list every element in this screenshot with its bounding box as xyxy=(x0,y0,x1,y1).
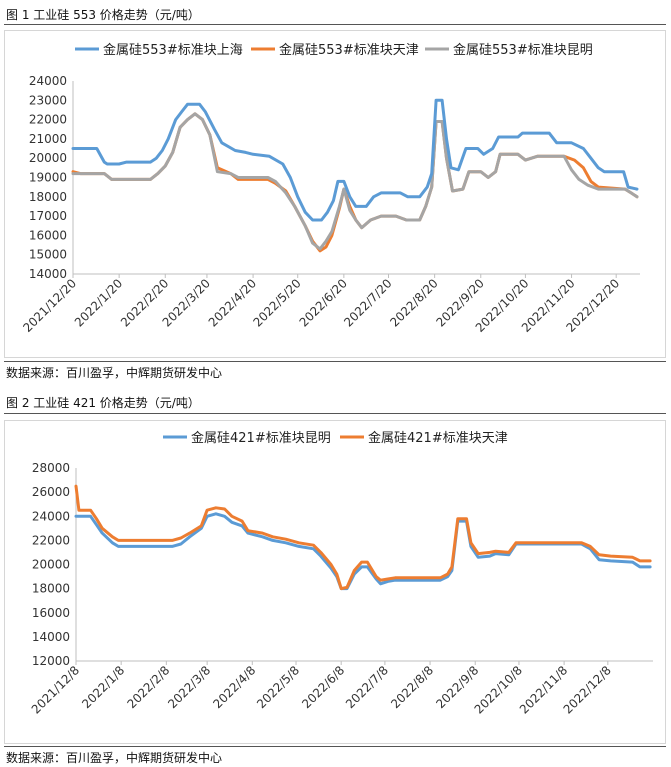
chart-1-x-tick-label: 2022/7/20 xyxy=(341,276,394,329)
chart-1-y-tick-label: 23000 xyxy=(29,93,67,107)
chart-2-x-tick-label: 2022/4/8 xyxy=(210,663,258,711)
chart-2-container: 12000 14000 16000 18000 20000 22000 24000 26000… xyxy=(4,420,666,744)
chart-2-x-tick-label: 2022/6/8 xyxy=(299,663,347,711)
chart-2-legend-label: 金属硅421#标准块昆明 xyxy=(191,430,331,446)
chart-2-y-tick-label: 18000 xyxy=(32,582,70,596)
figure-1-top-rule xyxy=(4,24,666,25)
chart-1-y-tick-label: 20000 xyxy=(29,151,67,165)
chart-1-x-tick-label: 2022/5/20 xyxy=(250,276,303,329)
chart-2-x-tick-label: 2022/5/8 xyxy=(254,663,302,711)
chart-2-x-tick-label: 2022/8/8 xyxy=(388,663,436,711)
chart-2-y-tick-label: 28000 xyxy=(32,461,70,475)
chart-2-x-tick-label: 2022/2/8 xyxy=(124,663,172,711)
chart-2-x-tick-label: 2022/7/8 xyxy=(343,663,391,711)
chart-1-legend-label: 金属硅553#标准块上海 xyxy=(103,42,243,58)
chart-1-y-tick-label: 19000 xyxy=(29,171,67,185)
figure-2-top-rule xyxy=(4,413,666,414)
chart-2-y-tick-label: 22000 xyxy=(32,533,70,547)
chart-2-y-tick-label: 26000 xyxy=(32,485,70,499)
chart-1-x-tick-label: 2021/12/20 xyxy=(20,276,79,335)
chart-2-y-tick-label: 20000 xyxy=(32,558,70,572)
chart-1-series-line-2 xyxy=(71,112,639,253)
figure-1-source: 数据来源：百川盈孚，中辉期货研发中心 xyxy=(6,366,223,380)
figure-1-caption: 图 1 工业硅 553 价格走势（元/吨） xyxy=(6,8,200,22)
chart-2-x-tick-label: 2022/10/8 xyxy=(472,663,525,716)
chart-2-y-tick-label: 12000 xyxy=(32,654,70,668)
chart-1-legend-label: 金属硅553#标准块昆明 xyxy=(453,42,593,58)
chart-2-series-line-1 xyxy=(74,512,652,591)
figure-2-source: 数据来源：百川盈孚，中辉期货研发中心 xyxy=(6,751,223,765)
figure-2-caption: 图 2 工业硅 421 价格走势（元/吨） xyxy=(6,396,200,410)
chart-1-y-tick-label: 14000 xyxy=(29,267,67,281)
chart-2-y-tick-label: 16000 xyxy=(32,606,70,620)
chart-1-x-tick-label: 2022/1/20 xyxy=(72,276,125,329)
chart-1-y-tick-label: 21000 xyxy=(29,132,67,146)
chart-1-svg: 14000 15000 16000 17000 18000 19000 20000 21000… xyxy=(20,42,640,335)
chart-2-legend-label: 金属硅421#标准块天津 xyxy=(368,430,508,446)
figure-1-bottom-rule xyxy=(4,361,666,362)
chart-1-y-tick-label: 17000 xyxy=(29,209,67,223)
chart-2-series-line-2 xyxy=(74,484,652,591)
chart-1-series-line-3 xyxy=(71,112,639,251)
chart-1-y-tick-label: 18000 xyxy=(29,190,67,204)
chart-1-x-tick-label: 2022/8/20 xyxy=(387,276,440,329)
chart-2-x-tick-label: 2021/12/8 xyxy=(29,663,82,716)
chart-2-x-tick-label: 2022/3/8 xyxy=(165,663,213,711)
chart-2-svg: 12000 14000 16000 18000 20000 22000 24000 26000… xyxy=(29,430,653,717)
figure-2-bottom-rule xyxy=(4,746,666,747)
chart-1-y-tick-label: 22000 xyxy=(29,113,67,127)
chart-2-x-tick-label: 2022/12/8 xyxy=(561,663,614,716)
chart-1-y-tick-label: 16000 xyxy=(29,228,67,242)
chart-1-y-tick-label: 24000 xyxy=(29,74,67,88)
chart-1-y-tick-label: 15000 xyxy=(29,248,67,262)
chart-1-container: 14000 15000 16000 17000 18000 19000 20000 21000… xyxy=(4,30,666,358)
chart-2-y-tick-label: 24000 xyxy=(32,509,70,523)
chart-2-y-tick-label: 14000 xyxy=(32,630,70,644)
chart-1-series-line-1 xyxy=(71,98,639,222)
chart-1-legend-label: 金属硅553#标准块天津 xyxy=(279,42,419,58)
chart-2-x-tick-label: 2022/1/8 xyxy=(79,663,127,711)
